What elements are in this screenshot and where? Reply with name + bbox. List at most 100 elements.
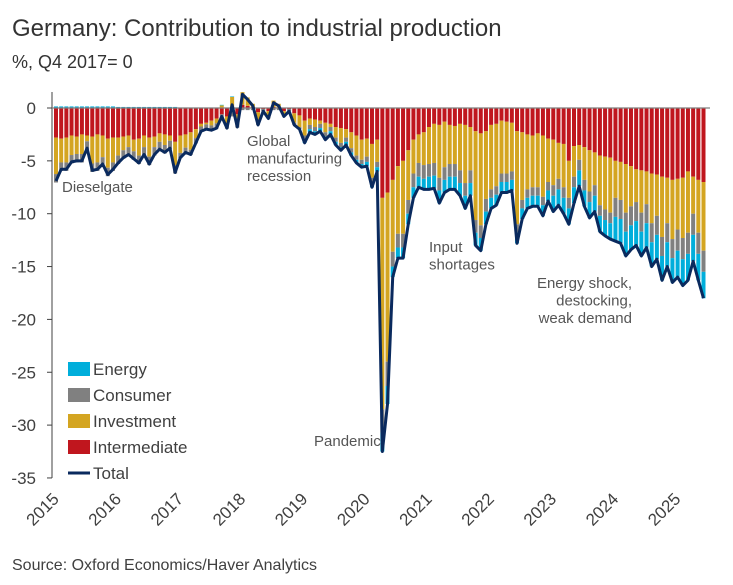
bar-intermediate [483,108,488,132]
bar-energy [344,141,349,145]
bar-investment [116,137,121,156]
bar-energy [318,128,323,132]
bar-investment [74,136,79,154]
bar-investment [318,120,323,124]
bar-intermediate [64,108,69,138]
bar-consumer [634,202,639,222]
bar-consumer [162,144,167,154]
x-tick-label: 2017 [147,489,187,529]
bar-investment [359,139,364,160]
annotation: Dieselgate [62,179,133,196]
x-tick-label: 2022 [458,489,498,529]
bar-energy [628,225,633,250]
bar-intermediate [432,108,437,124]
bar-investment [69,135,74,156]
bar-investment [131,139,136,152]
bar-consumer [680,238,685,260]
bar-investment [281,111,286,115]
bar-consumer [375,161,380,168]
bar-energy [307,129,312,133]
bar-consumer [302,135,307,140]
bar-investment [188,132,193,150]
bar-investment [126,135,131,148]
bar-investment [592,152,597,186]
bar-consumer [338,142,343,148]
bars [54,92,706,452]
bar-investment [411,139,416,174]
bar-investment [566,160,571,198]
bar-intermediate [494,108,499,124]
bar-energy [74,106,79,108]
y-tick-label: -30 [11,416,36,435]
bar-intermediate [603,108,608,157]
bar-consumer [577,159,582,171]
bar-consumer [401,233,406,248]
total-line [54,92,705,454]
bar-intermediate [458,108,463,124]
bar-consumer [458,170,463,184]
x-tick-label: 2024 [582,489,622,529]
bar-intermediate [623,108,628,165]
bar-intermediate [157,108,162,134]
bar-investment [530,135,535,188]
bar-investment [628,166,633,207]
bar-investment [338,128,343,143]
legend-label: Intermediate [93,438,188,457]
bar-investment [540,135,545,197]
bar-consumer [582,179,587,191]
chart-title: Germany: Contribution to industrial prod… [12,15,502,42]
legend: Energy Consumer Investment Intermediate Tota… [68,360,188,483]
bar-intermediate [214,108,219,119]
annotation: Energy shock, destocking, weak demand [537,275,632,327]
bar-investment [654,174,659,216]
bar-investment [183,134,188,148]
bar-consumer [136,155,141,165]
bar-consumer [328,127,333,132]
bar-energy [654,234,659,260]
bar-consumer [230,111,235,117]
bar-intermediate [224,108,229,117]
bar-investment [90,136,95,164]
bar-investment [167,135,172,141]
bar-intermediate [452,108,457,126]
bar-investment [354,135,359,156]
bar-intermediate [188,108,193,133]
bar-intermediate [401,108,406,161]
legend-swatch [68,440,90,454]
bar-intermediate [390,108,395,180]
bar-consumer [64,162,69,171]
bar-energy [665,242,670,267]
bar-consumer [452,164,457,177]
bar-consumer [691,213,696,235]
legend-swatch [68,414,90,428]
bar-energy [603,220,608,236]
bar-consumer [473,220,478,233]
bar-consumer [447,164,452,177]
x-axis: 2015 2016 2017 2018 2019 2020 2021 2022 2023 2024… [23,489,685,529]
bar-investment [675,178,680,230]
bar-consumer [437,177,442,191]
bar-investment [639,170,644,213]
bar-intermediate [608,108,613,158]
bar-consumer [390,251,395,267]
bar-consumer [271,108,276,111]
bar-consumer [628,206,633,226]
bar-energy [416,176,421,188]
bar-consumer [701,250,706,272]
bar-consumer [556,178,561,190]
bar-consumer [59,162,64,171]
bar-energy [375,167,380,172]
bar-investment [649,173,654,224]
y-tick-label: -25 [11,363,36,382]
bar-investment [442,121,447,168]
bar-energy [64,106,69,108]
bar-intermediate [572,108,576,147]
bar-consumer [406,199,411,214]
bar-consumer [369,177,374,184]
bar-energy [577,170,582,187]
bar-investment [292,113,297,123]
bar-investment [369,143,374,178]
bar-energy [535,195,540,207]
bar-intermediate [634,108,639,170]
x-tick-label: 2020 [333,489,373,529]
